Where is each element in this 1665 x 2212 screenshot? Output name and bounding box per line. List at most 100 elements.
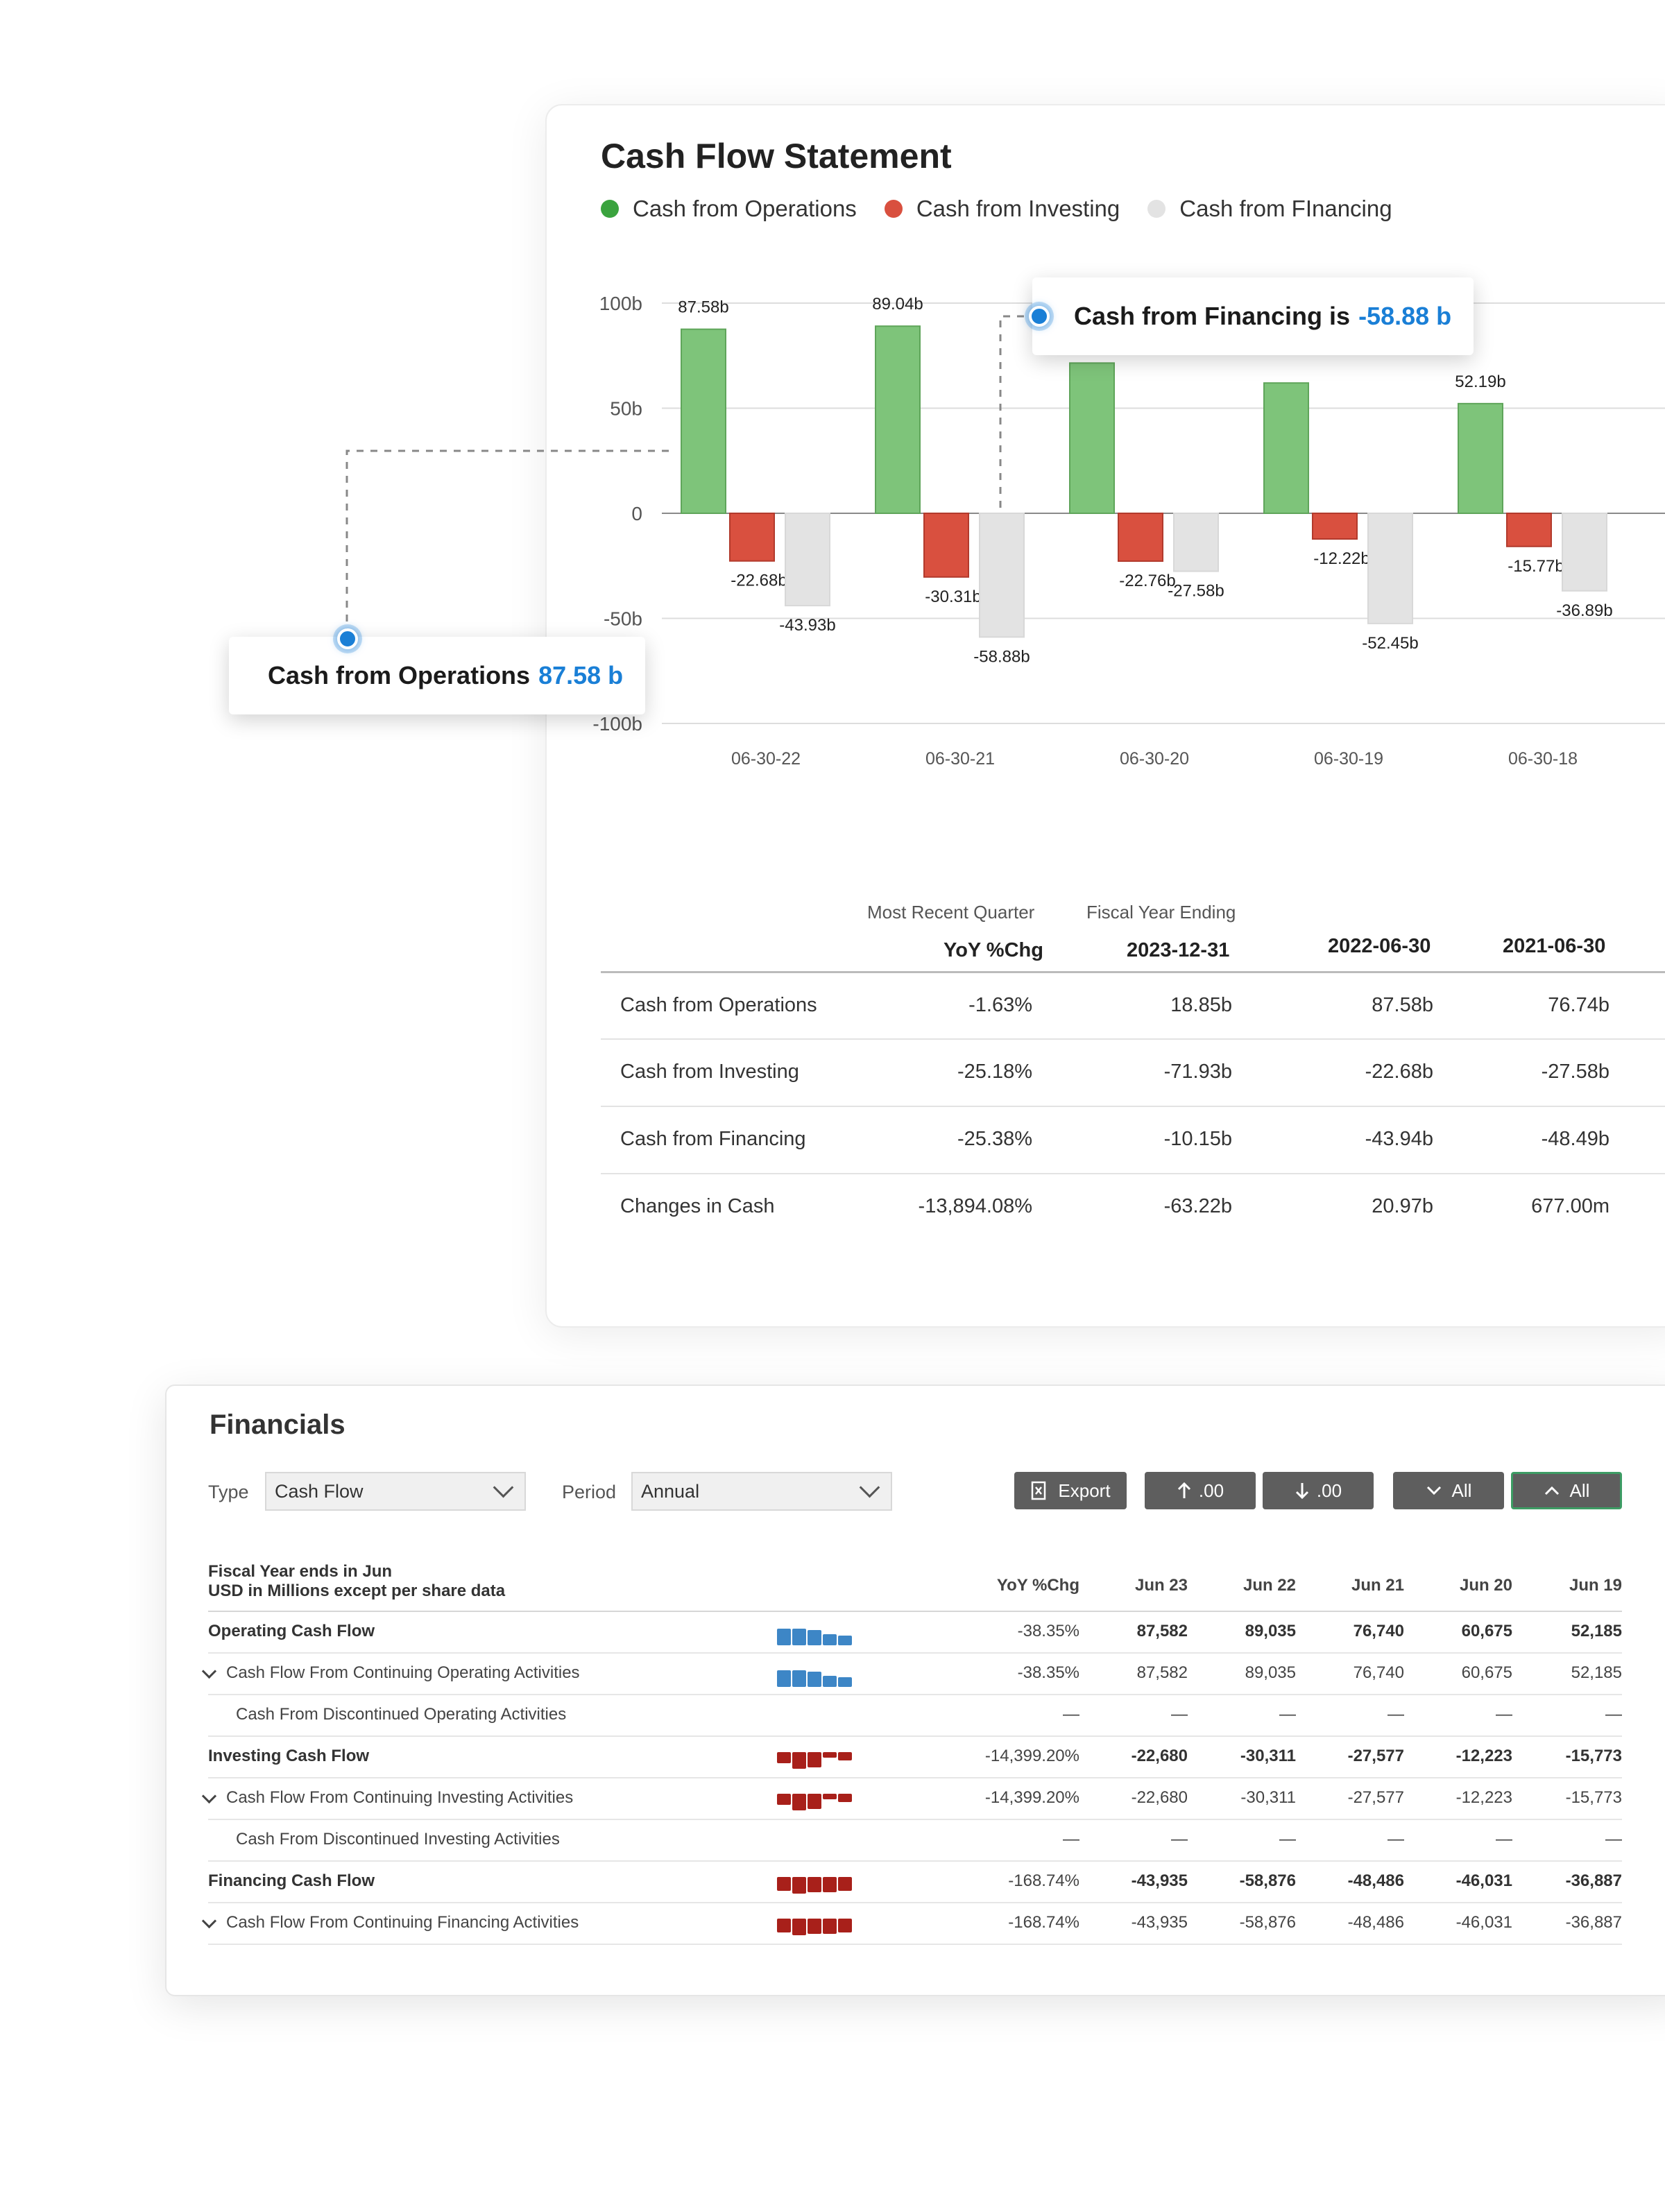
row-value: -46,031 — [1455, 1871, 1512, 1890]
decrease-decimals-label: .00 — [1316, 1480, 1342, 1501]
row-name: Cash From Discontinued Investing Activit… — [236, 1830, 560, 1849]
row-value: -168.74% — [1008, 1871, 1079, 1890]
row-label: Cash from Investing — [620, 1061, 799, 1083]
row-value: -46,031 — [1455, 1913, 1512, 1932]
column-header[interactable]: Jun 20 — [1459, 1576, 1512, 1595]
row-value: -168.74% — [1008, 1913, 1079, 1932]
data-label: -22.68b — [731, 572, 787, 590]
sparkline-icon — [777, 1877, 852, 1894]
export-excel-icon — [1032, 1481, 1046, 1500]
header-fiscal-year-ending: Fiscal Year Ending — [1086, 902, 1236, 923]
row-label: Changes in Cash — [620, 1195, 775, 1217]
y-tick-label: 50b — [610, 398, 642, 420]
sparkline-bar — [777, 1752, 791, 1763]
bar-financing — [1562, 513, 1607, 592]
column-header[interactable]: Jun 22 — [1243, 1576, 1296, 1595]
row-value: — — [1388, 1705, 1404, 1724]
card-title: Cash Flow Statement — [601, 137, 952, 175]
collapse-all-label: All — [1451, 1480, 1472, 1501]
row-value: -48,486 — [1347, 1913, 1404, 1932]
y-tick-label: 0 — [631, 503, 642, 524]
type-select-value: Cash Flow — [275, 1481, 364, 1502]
arrow-down-icon — [1295, 1483, 1308, 1500]
row-value: — — [1496, 1830, 1512, 1849]
row-value: -30,311 — [1240, 1747, 1296, 1765]
row-name: Cash Flow From Continuing Operating Acti… — [226, 1663, 580, 1682]
export-button[interactable]: Export — [1014, 1472, 1127, 1509]
table-row[interactable]: Cash Flow From Continuing Operating Acti… — [201, 1654, 1622, 1695]
row-value: 87.58b — [1372, 994, 1433, 1016]
bar-operations — [875, 325, 921, 514]
sparkline-bar — [777, 1877, 791, 1891]
row-value: 76.74b — [1548, 994, 1610, 1016]
period-select[interactable]: Annual — [631, 1472, 892, 1511]
expand-all-button[interactable]: All — [1511, 1472, 1622, 1509]
row-value: -43.94b — [1365, 1128, 1433, 1150]
legend-item-financing[interactable]: Cash from FInancing — [1147, 196, 1392, 222]
decrease-decimals-button[interactable]: .00 — [1263, 1472, 1374, 1509]
row-label: Cash from Financing — [620, 1128, 806, 1150]
sparkline-bar — [823, 1634, 837, 1645]
sparkline-bar — [823, 1919, 837, 1934]
sparkline-bar — [823, 1752, 837, 1758]
data-label: 52.19b — [1455, 372, 1505, 391]
bar-investing — [1118, 513, 1163, 562]
collapse-all-button[interactable]: All — [1393, 1472, 1504, 1509]
data-label: -22.76b — [1119, 572, 1175, 590]
column-header[interactable]: Jun 21 — [1351, 1576, 1404, 1595]
x-tick-label: 06-30-22 — [731, 749, 801, 769]
row-value: -36,887 — [1565, 1871, 1622, 1890]
bar-investing — [923, 513, 969, 578]
header-2022: 2022-06-30 — [1328, 935, 1431, 957]
sparkline-icon — [777, 1670, 852, 1687]
sparkline-bar — [777, 1670, 791, 1687]
row-value: 76,740 — [1353, 1663, 1404, 1682]
sparkline-bar — [838, 1752, 852, 1760]
sparkline-bar — [777, 1794, 791, 1805]
row-value: -48.49b — [1541, 1128, 1610, 1150]
data-label: -30.31b — [925, 588, 981, 606]
tooltip-label: Cash from Financing is — [1074, 302, 1351, 330]
y-tick-label: 100b — [599, 293, 642, 314]
table-row[interactable]: Cash Flow From Continuing Investing Acti… — [201, 1778, 1622, 1820]
bar-investing — [729, 513, 775, 562]
row-name: Cash Flow From Continuing Financing Acti… — [226, 1913, 579, 1932]
sparkline-bar — [792, 1629, 806, 1645]
header-2021: 2021-06-30 — [1503, 935, 1606, 957]
table-row[interactable]: Cash Flow From Continuing Financing Acti… — [201, 1903, 1622, 1945]
data-label: -52.45b — [1362, 634, 1418, 653]
sparkline-bar — [808, 1672, 821, 1687]
row-value: 89,035 — [1245, 1622, 1296, 1640]
column-header[interactable]: Jun 23 — [1134, 1576, 1188, 1595]
type-select[interactable]: Cash Flow — [265, 1472, 526, 1511]
tooltip-label: Cash from Operations — [268, 661, 531, 689]
row-value: -27,577 — [1347, 1747, 1404, 1765]
bar-operations — [1069, 362, 1115, 514]
sparkline-icon — [777, 1919, 852, 1935]
legend-item-investing[interactable]: Cash from Investing — [884, 196, 1120, 222]
arrow-up-icon — [1177, 1482, 1190, 1498]
increase-decimals-button[interactable]: .00 — [1145, 1472, 1256, 1509]
row-value: -38.35% — [1017, 1663, 1079, 1682]
tooltip-connector — [345, 449, 673, 635]
row-value: -25.38% — [957, 1128, 1032, 1150]
data-label: -15.77b — [1508, 557, 1564, 576]
x-tick-label: 06-30-21 — [925, 749, 995, 769]
column-header[interactable]: Jun 19 — [1569, 1576, 1622, 1595]
tooltip-value: -58.88 b — [1358, 302, 1452, 330]
bar-financing — [979, 513, 1025, 638]
row-value: -48,486 — [1347, 1871, 1404, 1890]
legend-item-operations[interactable]: Cash from Operations — [601, 196, 857, 222]
row-value: -71.93b — [1163, 1061, 1232, 1083]
row-value: 677.00m — [1531, 1195, 1610, 1217]
bar-financing — [785, 513, 830, 607]
column-header[interactable]: YoY %Chg — [996, 1576, 1079, 1595]
row-value: -38.35% — [1017, 1622, 1079, 1640]
row-value: -27,577 — [1347, 1788, 1404, 1807]
sparkline-bar — [838, 1919, 852, 1932]
sparkline-bar — [808, 1794, 821, 1809]
period-select-value: Annual — [641, 1481, 700, 1502]
sparkline-bar — [777, 1919, 791, 1932]
row-value: 60,675 — [1461, 1622, 1512, 1640]
chart-legend: Cash from Operations Cash from Investing… — [601, 196, 1420, 222]
